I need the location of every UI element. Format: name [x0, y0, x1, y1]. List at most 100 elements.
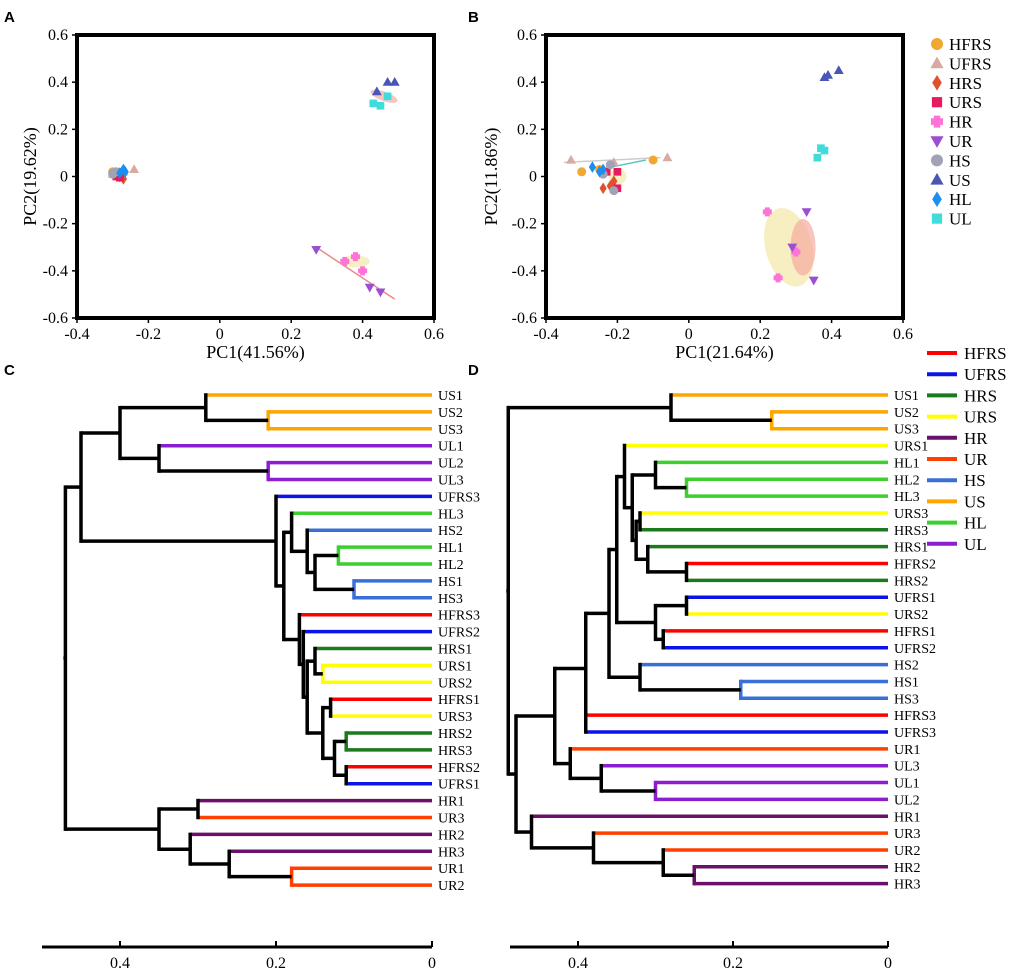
- legend-label: HS: [964, 471, 986, 490]
- leaf-label-hs3: HS3: [438, 592, 463, 607]
- leaf-label-urs2: URS2: [438, 676, 472, 691]
- leaf-label-hr2: HR2: [894, 861, 920, 876]
- legend-item-ul: UL: [931, 210, 972, 229]
- leaf-label-hfrs3: HFRS3: [438, 609, 480, 624]
- point-ufrs: [566, 154, 576, 164]
- leaf-label-hl2: HL2: [894, 473, 920, 488]
- y-tick-label: 0.4: [48, 74, 68, 91]
- legend-item-hs: HS: [927, 471, 986, 490]
- x-tick-label: 0.4: [822, 326, 842, 343]
- leaf-label-hl2: HL2: [438, 558, 464, 573]
- point-hrs: [610, 175, 618, 188]
- leaf-label-ur1: UR1: [894, 743, 920, 758]
- y-tick-label: -0.2: [43, 216, 68, 233]
- leaf-label-ul3: UL3: [438, 474, 464, 489]
- legend-label: UFRS: [949, 54, 992, 73]
- legend-label: HRS: [949, 74, 982, 93]
- legend-item-hl: HL: [927, 514, 987, 533]
- leaf-label-ul1: UL1: [894, 777, 920, 792]
- pca-plot-a: -0.4 -0.2 0 0.2 0.4 0.6-0.6-0.4-0.200.20.40.6…: [20, 27, 444, 363]
- leaf-label-hrs2: HRS2: [438, 727, 472, 742]
- y-tick-label: 0.6: [48, 27, 68, 44]
- legend-marker-hrs: [932, 75, 942, 91]
- leaf-label-hr1: HR1: [894, 810, 920, 825]
- leaf-label-hfrs2: HFRS2: [894, 558, 936, 573]
- point-us: [371, 86, 382, 96]
- x-tick-label: 0.4: [353, 326, 373, 343]
- dendrogram-d: US1US2US3URS1HL1HL2HL3URS3HRS3HRS1HFRS2H…: [506, 389, 936, 972]
- legend-label: US: [964, 492, 986, 511]
- legend-label: URS: [949, 93, 982, 112]
- leaf-label-hrs2: HRS2: [894, 574, 928, 589]
- point-ufrs: [129, 164, 140, 174]
- legend-label: UL: [949, 210, 972, 229]
- leaf-label-us3: US3: [894, 423, 919, 438]
- legend-marker-urs: [931, 97, 943, 108]
- point-hl: [121, 165, 129, 178]
- x-tick-label: 0: [428, 955, 436, 972]
- leaf-label-ur3: UR3: [894, 827, 920, 842]
- point-ul: [369, 99, 378, 108]
- leaf-label-ufrs3: UFRS3: [894, 726, 936, 741]
- leaf-label-hrs3: HRS3: [894, 524, 928, 539]
- legend-label: HR: [949, 113, 973, 132]
- leaf-label-hrs3: HRS3: [438, 744, 472, 759]
- leaf-label-ul1: UL1: [438, 440, 464, 455]
- x-tick-label: 0: [685, 326, 693, 343]
- legend-item-ur: UR: [927, 450, 988, 469]
- leaf-label-hfrs1: HFRS1: [894, 625, 936, 640]
- leaf-label-hl1: HL1: [894, 456, 920, 471]
- point-ul: [383, 92, 392, 101]
- point-us: [833, 65, 844, 74]
- legend-item-ufrs: UFRS: [930, 54, 992, 73]
- legend-item-ufrs: UFRS: [927, 365, 1007, 384]
- legend-item-ur: UR: [930, 132, 973, 151]
- point-hs: [108, 169, 118, 179]
- legend-item-urs: URS: [931, 93, 982, 112]
- legend-marker-ufrs: [930, 56, 944, 69]
- y-axis-label: PC2(19.62%): [20, 127, 41, 226]
- connector-line: [563, 156, 661, 164]
- y-tick-label: -0.6: [512, 310, 537, 327]
- legend-item-hfrs: HFRS: [927, 344, 1007, 363]
- leaf-label-us1: US1: [438, 389, 463, 404]
- legend-item-hl: HL: [932, 190, 972, 209]
- legend-item-hrs: HRS: [927, 386, 997, 405]
- leaf-label-ul2: UL2: [894, 793, 920, 808]
- panel-letter-d: D: [468, 362, 479, 379]
- x-tick-label: 0: [216, 326, 224, 343]
- y-tick-label: -0.6: [43, 310, 68, 327]
- legend-item-us: US: [930, 171, 971, 190]
- y-tick-label: -0.4: [512, 263, 537, 280]
- leaf-label-hl1: HL1: [438, 541, 464, 556]
- point-ur: [808, 276, 819, 286]
- y-tick-label: -0.4: [43, 263, 68, 280]
- x-tick-label: 0.2: [266, 955, 286, 972]
- point-hfrs: [648, 155, 658, 165]
- y-tick-label: 0: [529, 169, 537, 186]
- legend-marker-hl: [932, 191, 942, 207]
- point-hr: [340, 256, 350, 266]
- point-hl: [116, 167, 124, 179]
- point-hr: [358, 266, 368, 276]
- legend-item-hr: HR: [931, 113, 973, 132]
- leaf-label-hs3: HS3: [894, 692, 919, 707]
- y-tick-label: 0.2: [48, 121, 68, 138]
- x-tick-label: -0.2: [136, 326, 161, 343]
- x-tick-label: 0.6: [893, 326, 913, 343]
- leaf-label-urs1: URS1: [438, 659, 472, 674]
- leaf-label-hs1: HS1: [438, 575, 463, 590]
- point-hr: [350, 252, 360, 262]
- y-axis-label: PC2(11.86%): [481, 128, 502, 226]
- leaf-label-hfrs3: HFRS3: [894, 709, 936, 724]
- y-tick-label: -0.2: [512, 216, 537, 233]
- x-tick-label: 0.4: [110, 955, 130, 972]
- point-hl: [588, 161, 597, 173]
- leaf-label-ur3: UR3: [438, 812, 464, 827]
- x-tick-label: 0.2: [750, 326, 770, 343]
- leaf-label-ul2: UL2: [438, 457, 464, 472]
- leaf-label-ufrs1: UFRS1: [438, 778, 480, 793]
